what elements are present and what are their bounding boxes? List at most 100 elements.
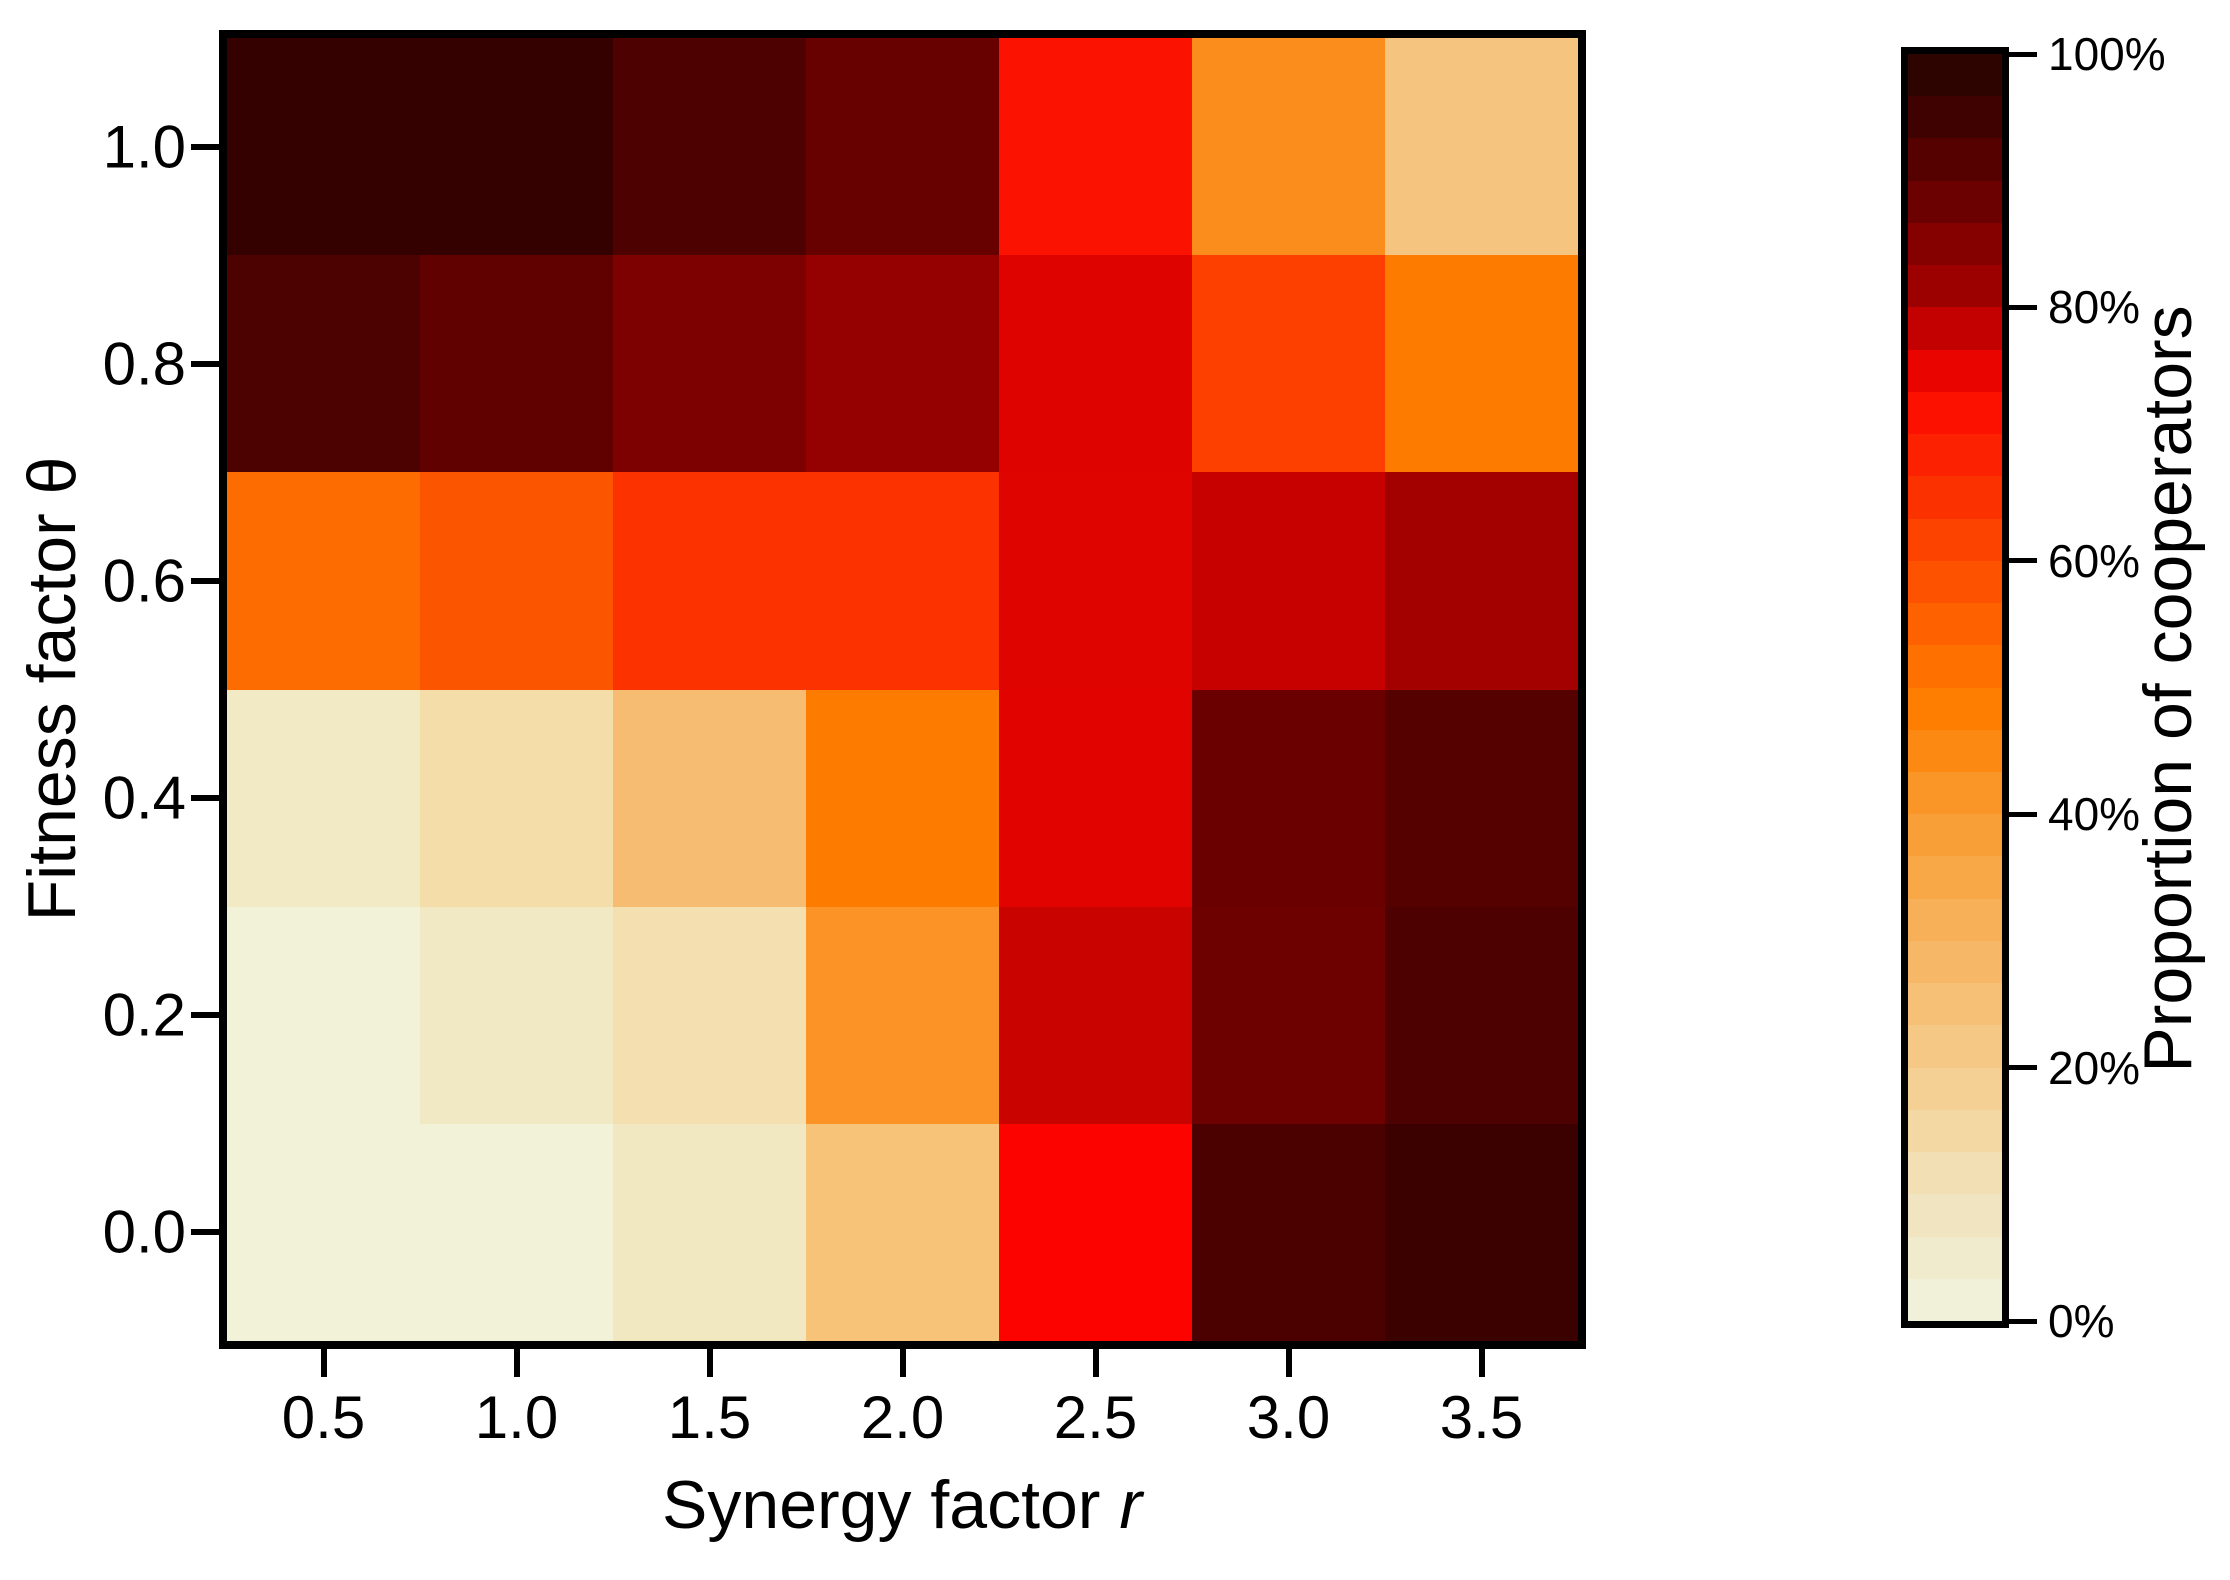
colorbar-tick-mark-40%	[2009, 811, 2037, 817]
x-tick-mark-2.5	[1092, 1349, 1099, 1377]
heatmap-cell-theta1-r1	[420, 38, 613, 256]
heatmap-plot-area	[219, 30, 1586, 1349]
heatmap-cell-theta0.6-r1.5	[613, 472, 806, 690]
y-tick-label-1.0: 1.0	[102, 113, 186, 181]
x-tick-label-1.0: 1.0	[474, 1384, 559, 1451]
colorbar-segment-23	[1908, 1025, 2002, 1068]
colorbar-tick-mark-100%	[2009, 51, 2037, 57]
colorbar	[1901, 47, 2009, 1328]
heatmap-cell-theta0-r3.5	[1385, 1123, 1578, 1341]
colorbar-segment-2	[1908, 138, 2002, 181]
colorbar-segment-24	[1908, 1067, 2002, 1110]
colorbar-segment-1	[1908, 96, 2002, 139]
colorbar-tick-label-40%: 40%	[2048, 788, 2141, 841]
colorbar-tick-label-80%: 80%	[2048, 281, 2141, 334]
colorbar-segment-28	[1908, 1236, 2002, 1279]
heatmap-cell-theta0.2-r2.5	[999, 906, 1192, 1124]
heatmap-cell-theta0.8-r2.5	[999, 255, 1192, 473]
x-tick-label-1.5: 1.5	[667, 1384, 752, 1451]
heatmap-grid	[227, 38, 1578, 1341]
y-tick-label-0.4: 0.4	[102, 764, 186, 832]
heatmap-cell-theta0.2-r1	[420, 906, 613, 1124]
heatmap-cell-theta1-r3.5	[1385, 38, 1578, 256]
colorbar-segment-17	[1908, 771, 2002, 815]
heatmap-cell-theta0.4-r3	[1192, 689, 1385, 907]
heatmap-cell-theta1-r1.5	[613, 38, 806, 256]
colorbar-tick-label-60%: 60%	[2048, 534, 2141, 587]
x-axis-title-text: Synergy factor	[662, 1467, 1120, 1543]
heatmap-cell-theta0.8-r2	[806, 255, 999, 473]
colorbar-segment-13	[1908, 603, 2002, 646]
y-tick-label-0.2: 0.2	[102, 981, 186, 1049]
heatmap-cell-theta0.6-r2.5	[999, 472, 1192, 690]
x-tick-label-0.5: 0.5	[281, 1384, 366, 1451]
heatmap-cell-theta0.4-r1.5	[613, 689, 806, 907]
y-tick-mark-0.0	[191, 1229, 219, 1236]
colorbar-gradient	[1908, 54, 2002, 1322]
y-tick-mark-0.8	[191, 360, 219, 367]
heatmap-cell-theta0.4-r3.5	[1385, 689, 1578, 907]
heatmap-cell-theta0.4-r1	[420, 689, 613, 907]
x-axis-title-symbol: r	[1119, 1467, 1142, 1543]
colorbar-segment-12	[1908, 560, 2002, 604]
x-tick-mark-3.0	[1285, 1349, 1292, 1377]
colorbar-segment-19	[1908, 856, 2002, 899]
colorbar-segment-11	[1908, 518, 2002, 561]
colorbar-tick-mark-0%	[2009, 1318, 2037, 1324]
colorbar-segment-20	[1908, 898, 2002, 941]
x-axis-title: Synergy factor r	[662, 1466, 1142, 1544]
heatmap-cell-theta0.6-r3.5	[1385, 472, 1578, 690]
colorbar-segment-15	[1908, 687, 2002, 730]
colorbar-tick-mark-20%	[2009, 1065, 2037, 1071]
colorbar-segment-14	[1908, 645, 2002, 688]
colorbar-tick-label-20%: 20%	[2048, 1041, 2141, 1094]
heatmap-cell-theta0.2-r0.5	[227, 906, 420, 1124]
colorbar-tick-label-0%: 0%	[2048, 1295, 2115, 1347]
colorbar-segment-16	[1908, 729, 2002, 772]
y-tick-mark-0.2	[191, 1012, 219, 1019]
heatmap-cell-theta0.6-r0.5	[227, 472, 420, 690]
colorbar-title: Proportion of cooperators	[2130, 305, 2206, 1073]
x-tick-mark-1.0	[513, 1349, 520, 1377]
x-tick-mark-2.0	[899, 1349, 906, 1377]
colorbar-segment-29	[1908, 1278, 2002, 1322]
heatmap-cell-theta0.4-r0.5	[227, 689, 420, 907]
x-tick-label-2.0: 2.0	[860, 1384, 945, 1451]
heatmap-cell-theta0.8-r1	[420, 255, 613, 473]
colorbar-segment-6	[1908, 307, 2002, 350]
y-tick-mark-1.0	[191, 143, 219, 150]
colorbar-tick-mark-80%	[2009, 304, 2037, 310]
y-tick-label-0.8: 0.8	[102, 330, 186, 398]
y-tick-mark-0.6	[191, 577, 219, 584]
colorbar-tick-mark-60%	[2009, 558, 2037, 564]
heatmap-cell-theta0-r2	[806, 1123, 999, 1341]
heatmap-cell-theta0.6-r3	[1192, 472, 1385, 690]
heatmap-cell-theta0.2-r3	[1192, 906, 1385, 1124]
heatmap-cell-theta0-r1	[420, 1123, 613, 1341]
colorbar-segment-21	[1908, 940, 2002, 984]
colorbar-tick-label-100%: 100%	[2048, 28, 2166, 80]
x-tick-label-3.0: 3.0	[1246, 1384, 1331, 1451]
colorbar-segment-18	[1908, 814, 2002, 857]
heatmap-cell-theta1-r2	[806, 38, 999, 256]
colorbar-segment-8	[1908, 391, 2002, 435]
colorbar-segment-3	[1908, 180, 2002, 223]
heatmap-cell-theta0-r1.5	[613, 1123, 806, 1341]
colorbar-segment-5	[1908, 265, 2002, 308]
heatmap-cell-theta0.2-r2	[806, 906, 999, 1124]
colorbar-segment-25	[1908, 1109, 2002, 1153]
colorbar-segment-27	[1908, 1194, 2002, 1237]
heatmap-cell-theta1-r3	[1192, 38, 1385, 256]
heatmap-cell-theta1-r0.5	[227, 38, 420, 256]
y-tick-mark-0.4	[191, 795, 219, 802]
heatmap-cell-theta0-r3	[1192, 1123, 1385, 1341]
heatmap-cell-theta0-r0.5	[227, 1123, 420, 1341]
heatmap-cell-theta0.2-r3.5	[1385, 906, 1578, 1124]
colorbar-segment-9	[1908, 434, 2002, 477]
colorbar-segment-22	[1908, 983, 2002, 1026]
x-tick-label-3.5: 3.5	[1439, 1384, 1524, 1451]
heatmap-cell-theta0.8-r0.5	[227, 255, 420, 473]
heatmap-cell-theta0.8-r3	[1192, 255, 1385, 473]
y-tick-label-0.0: 0.0	[102, 1198, 186, 1266]
